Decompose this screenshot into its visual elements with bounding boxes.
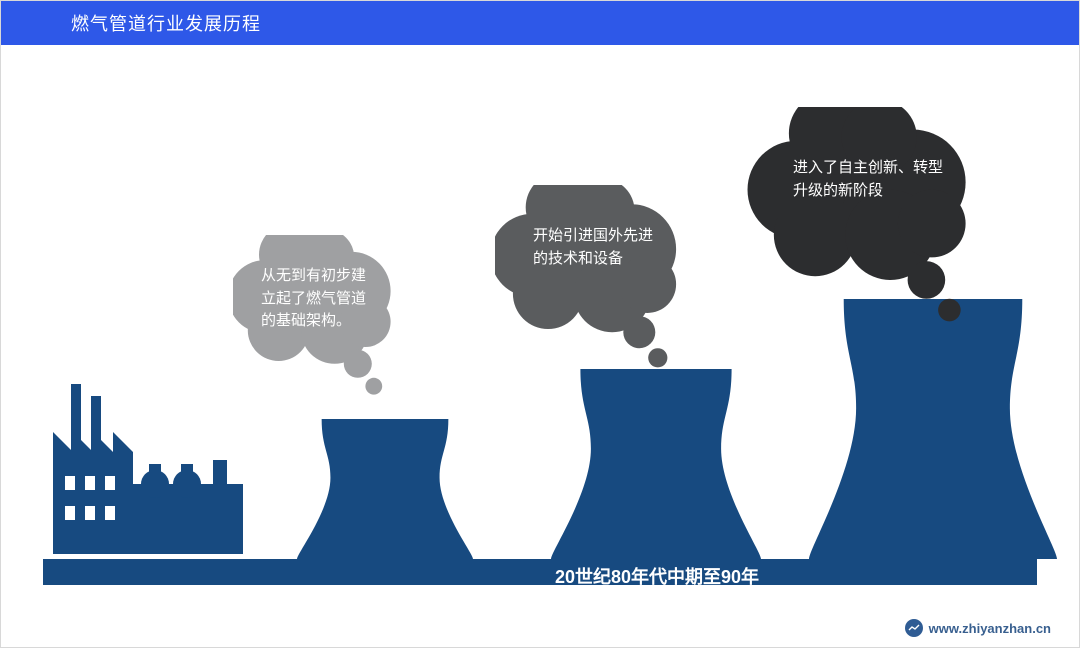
smoke-cloud-3 <box>747 107 977 350</box>
footer-logo-icon <box>905 619 923 637</box>
factory-building <box>43 384 263 559</box>
footer-url: www.zhiyanzhan.cn <box>929 621 1051 636</box>
stage-period-label-1: 20世纪50年代至80年代初 <box>277 589 497 612</box>
stage-description-2: 开始引进国外先进的技术和设备 <box>533 225 655 270</box>
stage-description-1: 从无到有初步建立起了燃气管道的基础架构。 <box>261 265 369 333</box>
footer: www.zhiyanzhan.cn <box>905 619 1051 637</box>
ground-strip <box>43 559 1037 585</box>
smoke-cloud-2 <box>495 185 680 400</box>
stage-period-label-2: 20世纪80年代中期至90年代末 <box>547 566 767 611</box>
slide-title: 燃气管道行业发展历程 <box>71 10 261 36</box>
cooling-tower-1 <box>297 419 473 559</box>
stage: 从无到有初步建立起了燃气管道的基础架构。 20世纪50年代至80年代初 开始引进国… <box>1 45 1079 647</box>
slide: 燃气管道行业发展历程 <box>0 0 1080 648</box>
title-bar: 燃气管道行业发展历程 <box>1 1 1079 45</box>
stage-description-3: 进入了自主创新、转型升级的新阶段 <box>793 157 947 202</box>
stage-period-label-3: 21世纪初至今 <box>821 585 1041 611</box>
